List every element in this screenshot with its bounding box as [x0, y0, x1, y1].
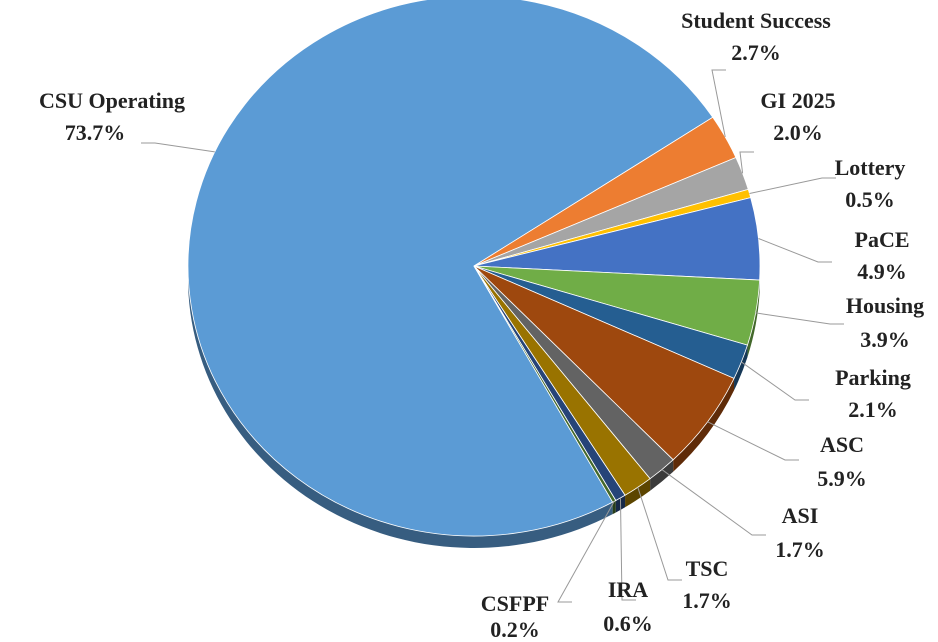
leader-line: [758, 238, 832, 263]
category-label: Lottery: [835, 155, 906, 180]
value-label: 1.7%: [775, 537, 825, 562]
leader-line: [661, 469, 766, 536]
slice-side: [188, 266, 613, 548]
slice-side: [747, 280, 760, 358]
value-label: 2.7%: [731, 40, 781, 65]
category-label: GI 2025: [760, 88, 835, 113]
category-label: CSU Operating: [39, 88, 185, 113]
leader-line: [741, 361, 809, 401]
slice-side: [625, 478, 651, 508]
slice-side: [734, 345, 748, 391]
value-label: 2.0%: [773, 120, 823, 145]
slice: [187, 0, 714, 537]
category-label: CSFPF: [481, 591, 549, 616]
category-label: Parking: [835, 365, 911, 390]
leader-line: [637, 487, 682, 581]
category-label: Housing: [846, 293, 924, 318]
leader-line: [707, 421, 799, 461]
slice-side: [673, 378, 735, 472]
value-label: 5.9%: [817, 466, 867, 491]
value-label: 0.5%: [845, 187, 895, 212]
leader-line: [557, 501, 615, 603]
category-label: IRA: [608, 577, 648, 602]
value-label: 3.9%: [860, 327, 910, 352]
category-label: Student Success: [681, 8, 831, 33]
leader-line: [749, 177, 836, 194]
leader-line: [711, 69, 726, 138]
category-label: ASI: [782, 503, 819, 528]
leader-line: [141, 142, 215, 153]
value-label: 1.7%: [682, 588, 732, 613]
value-label: 2.1%: [848, 397, 898, 422]
leader-line: [755, 312, 844, 325]
slice: [473, 265, 617, 503]
category-label: PaCE: [855, 227, 910, 252]
value-label: 73.7%: [65, 120, 126, 145]
category-label: TSC: [686, 556, 729, 581]
value-label: 0.2%: [490, 617, 540, 642]
leader-line: [739, 151, 754, 174]
slice-side: [612, 500, 616, 515]
leader-line: [619, 497, 636, 601]
slice-side: [650, 459, 674, 491]
value-label: 4.9%: [857, 259, 907, 284]
value-label: 0.6%: [603, 611, 653, 636]
category-label: ASC: [820, 432, 864, 457]
